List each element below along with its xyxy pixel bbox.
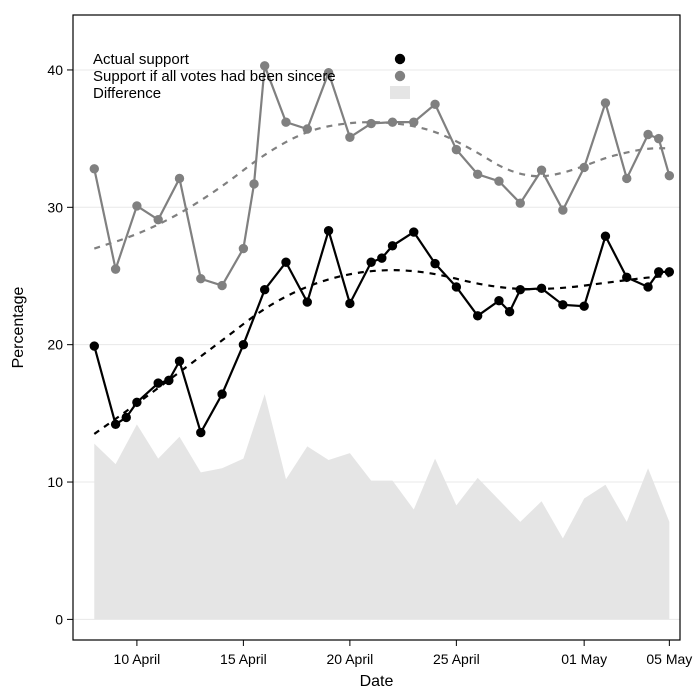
- sincere-marker: [559, 206, 567, 214]
- x-tick-label: 25 April: [433, 651, 480, 667]
- actual-marker: [346, 299, 354, 307]
- sincere-marker: [250, 180, 258, 188]
- legend-label: Actual support: [93, 51, 190, 68]
- actual-marker: [90, 342, 98, 350]
- sincere-marker: [218, 281, 226, 289]
- legend-marker: [395, 71, 405, 81]
- actual-marker: [197, 428, 205, 436]
- actual-marker: [218, 390, 226, 398]
- y-tick-label: 0: [55, 611, 63, 627]
- actual-marker: [601, 232, 609, 240]
- actual-marker: [495, 297, 503, 305]
- y-tick-label: 10: [47, 474, 63, 490]
- x-axis-title: Date: [360, 673, 394, 690]
- actual-marker: [580, 302, 588, 310]
- sincere-marker: [473, 170, 481, 178]
- sincere-marker: [537, 166, 545, 174]
- legend-label: Difference: [93, 85, 161, 102]
- actual-marker: [367, 258, 375, 266]
- sincere-marker: [452, 145, 460, 153]
- legend-swatch: [390, 86, 410, 99]
- sincere-marker: [516, 199, 524, 207]
- x-tick-label: 15 April: [220, 651, 267, 667]
- legend-marker: [395, 54, 405, 64]
- sincere-marker: [154, 215, 162, 223]
- actual-marker: [473, 312, 481, 320]
- sincere-marker: [346, 133, 354, 141]
- chart-svg: 0 10 20 30 40 10 April 15 April 20 April 25 Apri…: [0, 0, 700, 700]
- actual-marker: [324, 226, 332, 234]
- actual-marker: [175, 357, 183, 365]
- sincere-marker: [644, 130, 652, 138]
- actual-marker: [623, 273, 631, 281]
- x-tick-label: 01 May: [561, 651, 607, 667]
- sincere-marker: [197, 275, 205, 283]
- actual-marker: [388, 242, 396, 250]
- sincere-marker: [111, 265, 119, 273]
- actual-marker: [410, 228, 418, 236]
- sincere-marker: [303, 125, 311, 133]
- actual-marker: [644, 283, 652, 291]
- actual-marker: [282, 258, 290, 266]
- y-tick-label: 20: [47, 337, 63, 353]
- sincere-marker: [665, 172, 673, 180]
- actual-marker: [559, 301, 567, 309]
- sincere-marker: [133, 202, 141, 210]
- actual-marker: [537, 284, 545, 292]
- actual-marker: [505, 308, 513, 316]
- support-chart: 0 10 20 30 40 10 April 15 April 20 April 25 Apri…: [0, 0, 700, 700]
- sincere-marker: [623, 174, 631, 182]
- y-axis-title: Percentage: [10, 286, 27, 368]
- actual-marker: [378, 254, 386, 262]
- sincere-marker: [282, 118, 290, 126]
- y-tick-label: 40: [47, 62, 63, 78]
- x-tick-label: 20 April: [327, 651, 374, 667]
- actual-marker: [665, 268, 673, 276]
- actual-marker: [452, 283, 460, 291]
- actual-marker: [260, 286, 268, 294]
- actual-marker: [111, 420, 119, 428]
- sincere-marker: [175, 174, 183, 182]
- sincere-marker: [367, 119, 375, 127]
- sincere-marker: [388, 118, 396, 126]
- actual-marker: [431, 259, 439, 267]
- actual-marker: [655, 268, 663, 276]
- x-tick-label: 05 May: [646, 651, 692, 667]
- actual-marker: [165, 376, 173, 384]
- actual-marker: [122, 413, 130, 421]
- sincere-marker: [655, 134, 663, 142]
- actual-marker: [303, 298, 311, 306]
- sincere-marker: [431, 100, 439, 108]
- sincere-marker: [495, 177, 503, 185]
- legend-label: Support if all votes had been sincere: [93, 68, 336, 85]
- actual-marker: [516, 286, 524, 294]
- actual-marker: [239, 340, 247, 348]
- actual-marker: [154, 379, 162, 387]
- sincere-marker: [601, 99, 609, 107]
- sincere-marker: [410, 118, 418, 126]
- sincere-marker: [239, 244, 247, 252]
- sincere-marker: [580, 163, 588, 171]
- sincere-marker: [90, 165, 98, 173]
- y-tick-label: 30: [47, 199, 63, 215]
- actual-marker: [133, 398, 141, 406]
- x-tick-label: 10 April: [114, 651, 161, 667]
